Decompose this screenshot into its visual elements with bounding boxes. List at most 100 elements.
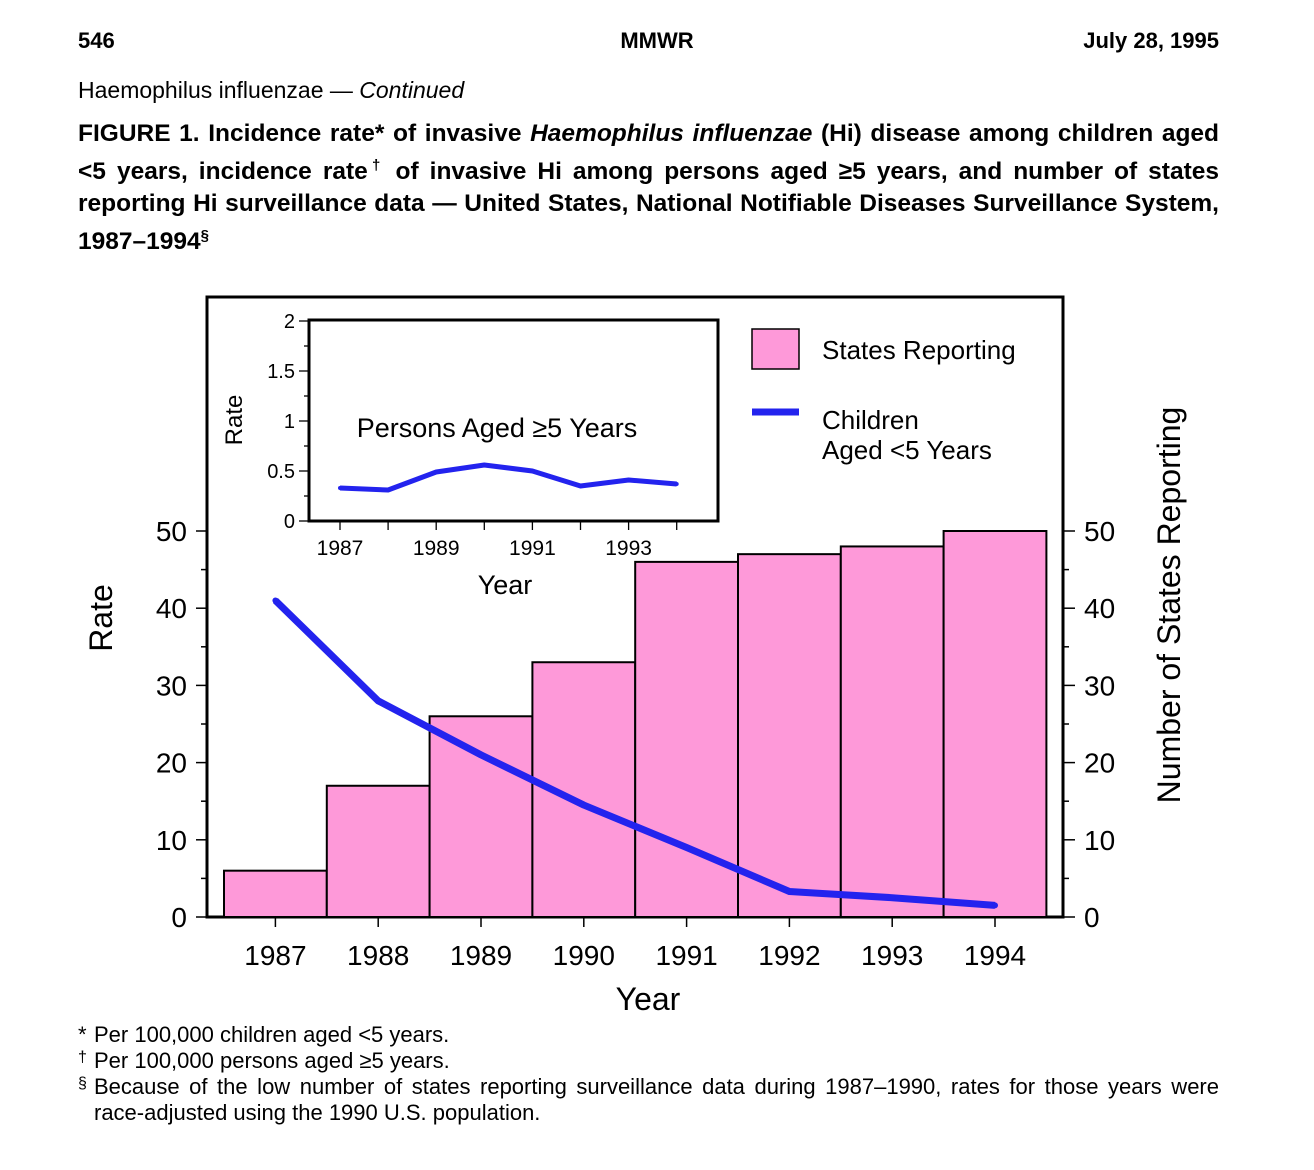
figure-label: FIGURE 1. [78, 120, 200, 147]
legend-bar-swatch [751, 328, 800, 370]
left-axis-tick-label: 20 [156, 748, 187, 779]
inset-y-tick-label: 2 [284, 311, 295, 333]
inset-chart: 0 0.5 1 1.5 2 1987 1989 1991 1993 Persons Aged … [221, 311, 720, 600]
bar-1988 [325, 784, 431, 919]
x-axis: 1987 1988 1989 1990 1991 1992 1993 1994 [244, 917, 1026, 971]
page-number: 546 [78, 28, 115, 53]
bar-1991 [634, 560, 740, 918]
right-axis-tick-label: 10 [1084, 825, 1115, 856]
inset-point-1988 [386, 488, 391, 492]
inset-x-tick-label: 1989 [413, 537, 460, 560]
inset-y-tick-label: 1.5 [267, 361, 295, 383]
inset-point-1990 [482, 463, 487, 467]
inset-point-1987 [338, 486, 342, 490]
x-axis-tick-label: 1990 [553, 940, 615, 971]
running-head: Haemophilus influenzae — Continued [78, 77, 464, 104]
caption-text-1: Incidence rate* of invasive [199, 120, 531, 147]
issue-date: July 28, 1995 [1083, 28, 1219, 53]
footnote-text: Per 100,000 persons aged ≥5 years. [94, 1048, 450, 1073]
line-point-1991 [683, 844, 690, 851]
line-point-1987 [272, 597, 279, 604]
right-axis-tick-label: 40 [1084, 593, 1115, 624]
inset-y-tick-label: 0 [284, 511, 295, 533]
footnote-mark: § [78, 1075, 87, 1092]
right-axis-tick-label: 50 [1084, 516, 1115, 547]
left-axis-tick-label: 0 [171, 902, 187, 933]
x-axis-tick-label: 1992 [758, 940, 820, 971]
inset-x-axis-title: Year [478, 570, 533, 600]
inset-point-1994 [674, 482, 679, 486]
line-point-1990 [580, 802, 587, 809]
line-series [272, 597, 998, 909]
legend: States Reporting Children Aged <5 Years [751, 328, 1016, 465]
inset-point-1991 [530, 469, 535, 473]
right-axis-tick-label: 0 [1084, 902, 1100, 933]
legend-bar-label: States Reporting [822, 335, 1016, 365]
inset-title: Persons Aged ≥5 Years [357, 413, 638, 443]
inset-point-1992 [578, 484, 583, 488]
figure-caption: FIGURE 1. Incidence rate* of invasive Ha… [78, 118, 1219, 258]
left-axis-tick-label: 50 [156, 516, 187, 547]
x-axis-tick-label: 1993 [861, 940, 923, 971]
footnote-text: Because of the low number of states repo… [94, 1074, 1219, 1125]
x-axis-tick-label: 1988 [347, 940, 409, 971]
line-point-1992 [786, 888, 793, 895]
bar-1992 [737, 553, 842, 918]
caption-dagger: † [367, 157, 385, 174]
x-axis-tick-label: 1991 [655, 940, 717, 971]
caption-text-2: (Hi) disease among children aged <5 year… [78, 120, 1220, 186]
footnote: * Per 100,000 children aged <5 years. [78, 1022, 1219, 1048]
x-axis-tick-label: 1987 [244, 940, 306, 971]
running-head-separator: — [323, 77, 360, 103]
bar-1987 [223, 869, 328, 918]
running-head-topic: Haemophilus influenzae [78, 77, 324, 103]
footnote-mark: † [78, 1049, 87, 1066]
inset-y-axis: 0 0.5 1 1.5 2 [267, 311, 309, 533]
bar-1993 [839, 545, 945, 918]
footnotes: * Per 100,000 children aged <5 years. † Pe… [78, 1022, 1219, 1126]
right-axis-tick-label: 20 [1084, 748, 1115, 779]
bars [223, 530, 1048, 919]
legend-line-label-1: Children [822, 405, 919, 435]
left-axis-title: Rate [83, 584, 119, 652]
caption-section-mark: § [200, 227, 209, 245]
journal-name: MMWR [620, 28, 694, 53]
inset-y-tick-label: 1 [284, 411, 295, 433]
left-axis-tick-label: 40 [156, 593, 187, 624]
caption-organism: Haemophilus influenzae [530, 120, 813, 147]
right-axis: 0 10 20 30 40 50 [1063, 516, 1115, 933]
line-point-1988 [375, 697, 382, 704]
right-axis-tick-label: 30 [1084, 670, 1115, 701]
line-point-1989 [478, 751, 484, 758]
inset-x-tick-label: 1987 [317, 537, 364, 560]
inset-x-axis: 1987 1989 1991 1993 [317, 521, 678, 560]
x-axis-tick-label: 1994 [964, 940, 1026, 971]
legend-line-label-2: Aged <5 Years [822, 435, 992, 465]
left-axis-tick-label: 10 [156, 825, 187, 856]
left-axis-tick-label: 30 [156, 670, 187, 701]
x-axis-title: Year [616, 981, 681, 1017]
footnote-mark: * [78, 1022, 87, 1047]
line-point-1994 [992, 902, 998, 909]
right-axis-title: Number of States Reporting [1151, 407, 1187, 804]
footnote: § Because of the low number of states rep… [78, 1074, 1219, 1126]
inset-point-1989 [434, 470, 439, 474]
line-children-under-5 [272, 597, 996, 909]
inset-y-axis-title: Rate [221, 395, 248, 446]
footnote: † Per 100,000 persons aged ≥5 years. [78, 1048, 1219, 1074]
running-head-continued: Continued [359, 77, 465, 103]
x-axis-tick-label: 1989 [450, 940, 512, 971]
footnote-text: Per 100,000 children aged <5 years. [94, 1022, 450, 1047]
left-axis: 0 10 20 30 40 50 [156, 516, 207, 933]
caption-text-3: of invasive Hi among persons aged ≥5 yea… [78, 158, 1220, 256]
inset-point-1993 [626, 478, 631, 482]
inset-y-tick-label: 0.5 [267, 461, 295, 483]
inset-line-series [338, 462, 679, 493]
bar-1994 [942, 530, 1048, 918]
inset-x-tick-label: 1993 [605, 537, 652, 560]
bar-1989 [428, 715, 534, 919]
inset-x-tick-label: 1991 [509, 537, 556, 560]
line-persons-5-plus [339, 462, 677, 493]
